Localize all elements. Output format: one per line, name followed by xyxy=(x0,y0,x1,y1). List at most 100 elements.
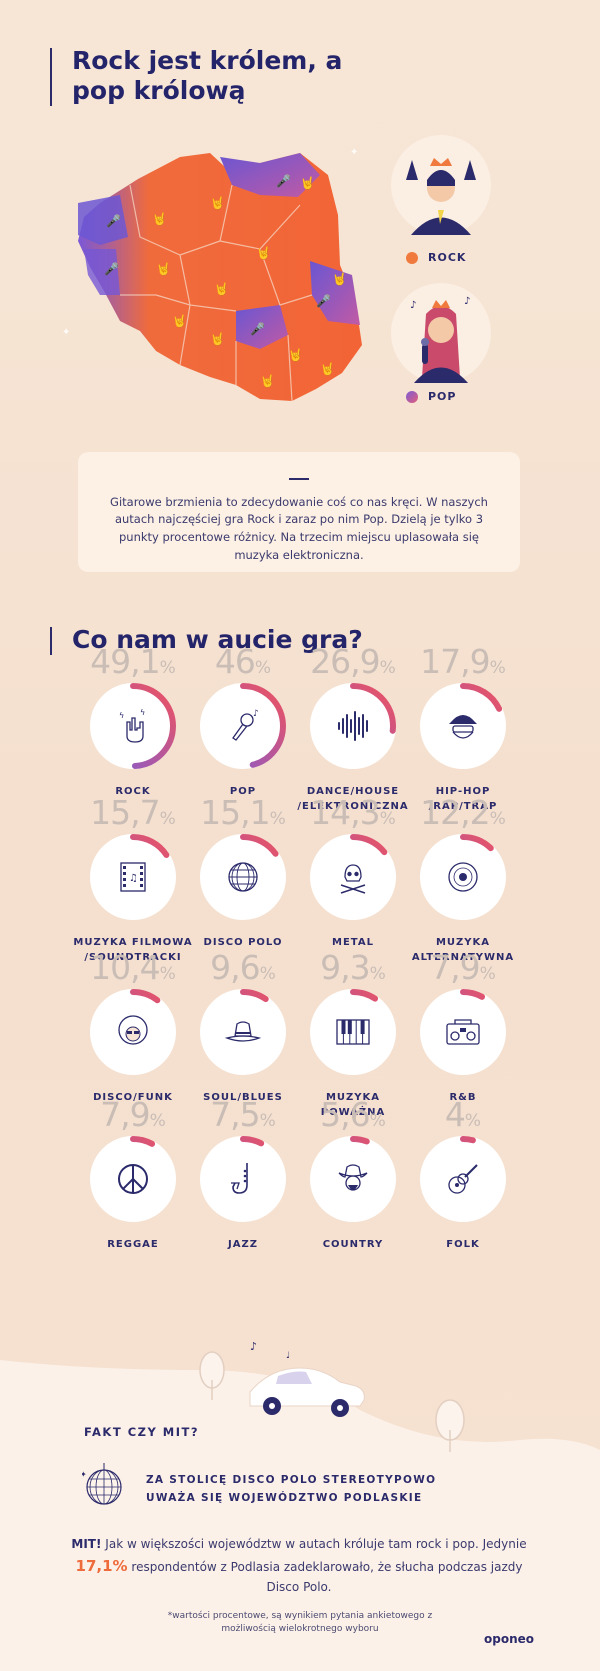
genre-label: DISCO POLO xyxy=(203,937,283,948)
microphone-icon: ♪ xyxy=(232,709,259,741)
genre-percentage: 46% xyxy=(183,645,303,681)
film-icon: ♫ xyxy=(120,862,146,892)
genre-ring xyxy=(308,681,398,771)
title-block: Rock jest królem, a pop królową xyxy=(50,46,372,106)
title-bar xyxy=(50,48,52,106)
afro-icon xyxy=(118,1015,148,1045)
saxophone-icon xyxy=(231,1163,248,1194)
genre-ring xyxy=(88,987,178,1077)
disco-ball-icon xyxy=(228,862,258,892)
genre-percentage: 26,9% xyxy=(293,645,413,681)
genre-item: 12,2% MUZYKA ALTERNATYWNA xyxy=(403,796,523,965)
sparkles: ✦ ✦ xyxy=(62,147,358,338)
trees xyxy=(199,1351,465,1452)
ring-progress xyxy=(310,989,396,1075)
genre-value: 15,7 xyxy=(90,793,160,832)
genre-percentage: 12,2% xyxy=(403,796,523,832)
percent-sign: % xyxy=(379,809,396,829)
percent-sign: % xyxy=(369,964,386,984)
ring-progress xyxy=(90,1136,176,1222)
ring-progress xyxy=(200,1136,286,1222)
map-region-pop xyxy=(84,249,120,295)
myth-text-after: respondentów z Podlasia zadeklarowało, ż… xyxy=(131,1560,523,1595)
rock-illustration xyxy=(391,135,491,235)
genre-label: SOUL/BLUES xyxy=(203,1092,283,1103)
intro-box: Gitarowe brzmienia to zdecydowanie coś c… xyxy=(78,452,520,572)
region-borders xyxy=(120,184,313,402)
ring-progress xyxy=(310,834,396,920)
percent-sign: % xyxy=(379,658,396,678)
percent-sign: % xyxy=(269,809,286,829)
genre-ring xyxy=(418,832,508,922)
genre-percentage: 4% xyxy=(403,1098,523,1134)
vinyl-icon xyxy=(448,862,478,892)
svg-text:✦: ✦ xyxy=(62,327,70,338)
hat-icon xyxy=(224,1021,262,1042)
genre-ring xyxy=(418,681,508,771)
percent-sign: % xyxy=(159,658,176,678)
map-region-pop xyxy=(310,261,360,325)
genre-value: 4 xyxy=(444,1095,466,1134)
percent-sign: % xyxy=(479,964,496,984)
genre-ring xyxy=(308,832,398,922)
genre-label: HIP-HOP /RAP/TRAP xyxy=(428,786,498,812)
svg-text:🤘: 🤘 xyxy=(214,281,229,296)
genre-ring xyxy=(198,1134,288,1224)
section-title: Co nam w aucie gra? xyxy=(72,625,363,654)
genre-percentage: 14,3% xyxy=(293,796,413,832)
svg-text:🤘: 🤘 xyxy=(300,175,315,190)
page-title: Rock jest królem, a pop królową xyxy=(72,46,343,105)
ring-progress xyxy=(310,683,396,769)
percent-sign: % xyxy=(489,658,506,678)
svg-text:🤘: 🤘 xyxy=(320,361,335,376)
genre-label: MUZYKA FILMOWA /SOUNDTRACKI xyxy=(73,937,193,963)
genre-label: R&B xyxy=(449,1092,477,1103)
genre-item: 7,9% R&B xyxy=(403,951,523,1106)
genre-percentage: 15,7% xyxy=(73,796,193,832)
genre-item: 17,9% HIP-HOP /RAP/TRAP xyxy=(403,645,523,814)
genre-value: 5,6 xyxy=(320,1095,370,1134)
genre-ring xyxy=(198,832,288,922)
genre-label: DISCO/FUNK xyxy=(93,1092,173,1103)
svg-text:ϟ: ϟ xyxy=(140,708,145,717)
genre-percentage: 7,9% xyxy=(73,1098,193,1134)
genre-ring xyxy=(418,1134,508,1224)
cowboy-icon xyxy=(338,1164,368,1191)
ring-progress xyxy=(90,683,176,769)
guitar-icon xyxy=(448,1164,478,1194)
genre-value: 26,9 xyxy=(310,642,380,681)
genre-item: 26,9% DANCE/HOUSE /ELEKTRONICZNA xyxy=(293,645,413,814)
genre-percentage: 5,6% xyxy=(293,1098,413,1134)
genre-value: 9,6 xyxy=(210,948,260,987)
genre-label: MUZYKA ALTERNATYWNA xyxy=(411,937,515,963)
svg-text:🤘: 🤘 xyxy=(152,211,167,226)
skull-icon xyxy=(340,864,366,894)
map-region-pop xyxy=(78,195,128,245)
note-icon: ♪ xyxy=(250,1340,257,1353)
ring-progress xyxy=(420,989,506,1075)
svg-text:ϟ: ϟ xyxy=(119,711,124,720)
genre-label: REGGAE xyxy=(107,1239,159,1250)
pop-illustration: ♪ ♪ xyxy=(391,283,491,383)
svg-text:🤘: 🤘 xyxy=(256,245,271,260)
myth-highlight: 17,1% xyxy=(75,1557,128,1576)
genre-item: 15,7% ♫ MUZYKA FILMOWA /SOUNDTRACKI xyxy=(73,796,193,965)
rock-hand-icon: ϟϟ xyxy=(119,708,145,743)
percent-sign: % xyxy=(159,964,176,984)
ring-progress xyxy=(90,989,176,1075)
rock-dot xyxy=(406,251,418,264)
fact-statement: ZA STOLICĘ DISCO POLO STEREOTYPOWO UWAŻA… xyxy=(146,1474,437,1505)
ring-progress xyxy=(90,834,176,920)
legend-rock: ROCK xyxy=(406,251,466,264)
ring-progress xyxy=(200,989,286,1075)
genre-value: 7,9 xyxy=(430,948,480,987)
map-region-pop xyxy=(220,153,320,197)
svg-text:✦: ✦ xyxy=(350,147,358,158)
genre-label: MUZYKA POWAŻNA xyxy=(320,1092,386,1118)
ring-progress xyxy=(420,1136,506,1222)
footnote: *wartości procentowe, są wynikiem pytani… xyxy=(167,1611,433,1635)
genre-value: 10,4 xyxy=(90,948,160,987)
svg-text:🎤: 🎤 xyxy=(106,213,121,228)
genre-ring: ♪ xyxy=(198,681,288,771)
percent-sign: % xyxy=(149,1111,166,1131)
